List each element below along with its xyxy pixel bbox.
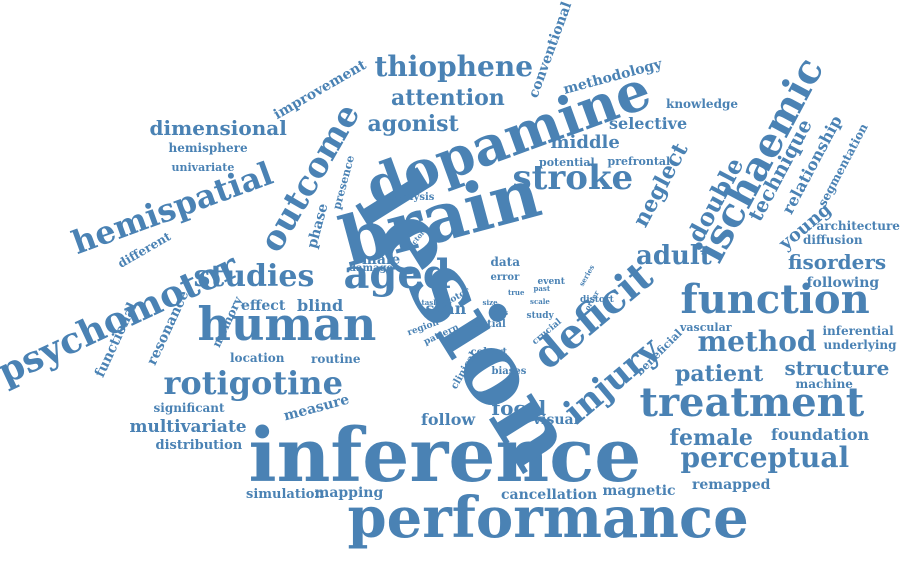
word-biases: biases xyxy=(491,366,527,377)
word-agonist: agonist xyxy=(367,111,459,137)
word-task: task xyxy=(421,297,439,307)
word-adult: adult xyxy=(636,241,712,271)
word-damage: damage xyxy=(349,263,393,274)
word-event: event xyxy=(537,276,565,287)
word-neglect: neglect xyxy=(627,138,694,232)
word-dimensional: dimensional xyxy=(149,116,287,140)
word-perceptual: perceptual xyxy=(680,441,850,474)
word-spatial: spatial xyxy=(468,319,506,330)
word-follow: follow xyxy=(421,410,476,429)
word-series: series xyxy=(576,262,596,288)
word-performance: performance xyxy=(347,485,749,551)
word-middle: middle xyxy=(550,132,620,153)
word-blind: blind xyxy=(297,296,344,315)
word-underlying: underlying xyxy=(823,338,897,352)
word-multivariate: multivariate xyxy=(129,416,247,437)
word-significant: significant xyxy=(153,401,225,415)
word-routine: routine xyxy=(311,352,361,366)
word-attention: attention xyxy=(391,85,505,111)
word-knowledge: knowledge xyxy=(666,97,738,111)
word-function: function xyxy=(680,276,870,323)
word-stroke: stroke xyxy=(512,158,634,198)
word-structure: structure xyxy=(784,356,890,380)
word-hemisphere: hemisphere xyxy=(168,141,248,155)
word-potential: potential xyxy=(539,155,595,169)
word-treatment: treatment xyxy=(639,379,865,426)
word-foundation: foundation xyxy=(771,425,870,444)
word-scan: scan xyxy=(425,299,467,318)
word-aged: aged xyxy=(343,251,451,298)
word-past: past xyxy=(533,283,551,293)
word-method: method xyxy=(697,325,817,358)
word-selective: selective xyxy=(609,114,688,133)
word-data: data xyxy=(490,255,520,269)
word-size: size xyxy=(482,297,498,307)
word-study: study xyxy=(526,310,554,321)
word-male: male xyxy=(362,252,401,268)
word-studies: studies xyxy=(193,259,315,294)
word-simulation: simulation xyxy=(246,486,324,502)
word-distribution: distribution xyxy=(155,437,243,453)
word-inferential: inferential xyxy=(822,324,894,338)
word-true: true xyxy=(508,287,525,297)
word-focal: focal xyxy=(491,396,547,420)
word-cohort: cohort xyxy=(470,347,508,358)
word-following: following xyxy=(806,275,880,291)
word-thiophene: thiophene xyxy=(374,50,534,83)
word-cancellation: cancellation xyxy=(501,487,598,503)
word-vascular: vascular xyxy=(680,320,732,334)
word-rotigotine: rotigotine xyxy=(163,364,343,402)
word-mapping: mapping xyxy=(314,485,384,501)
word-diffusion: diffusion xyxy=(803,233,863,247)
word-patient: patient xyxy=(675,361,764,387)
word-magnetic: magnetic xyxy=(602,483,676,499)
word-female: female xyxy=(669,425,753,451)
word-human: human xyxy=(197,297,377,351)
word-error: error xyxy=(490,272,520,283)
word-inference: inference xyxy=(248,413,642,499)
word-fisorders: fisorders xyxy=(788,250,887,274)
word-location: location xyxy=(230,351,285,365)
word-distort: distort xyxy=(580,294,614,305)
word-visual: visual xyxy=(533,412,579,428)
word-univariate: univariate xyxy=(171,160,235,174)
word-analysis: analysis xyxy=(389,192,435,203)
word-bias: bias xyxy=(492,307,509,317)
word-effect: effect xyxy=(241,298,286,314)
word-prefrontal: prefrontal xyxy=(607,154,671,168)
word-remapped: remapped xyxy=(692,477,771,493)
word-architecture: architecture xyxy=(816,219,900,233)
word-machine: machine xyxy=(795,377,853,391)
word-scale: scale xyxy=(530,296,550,306)
